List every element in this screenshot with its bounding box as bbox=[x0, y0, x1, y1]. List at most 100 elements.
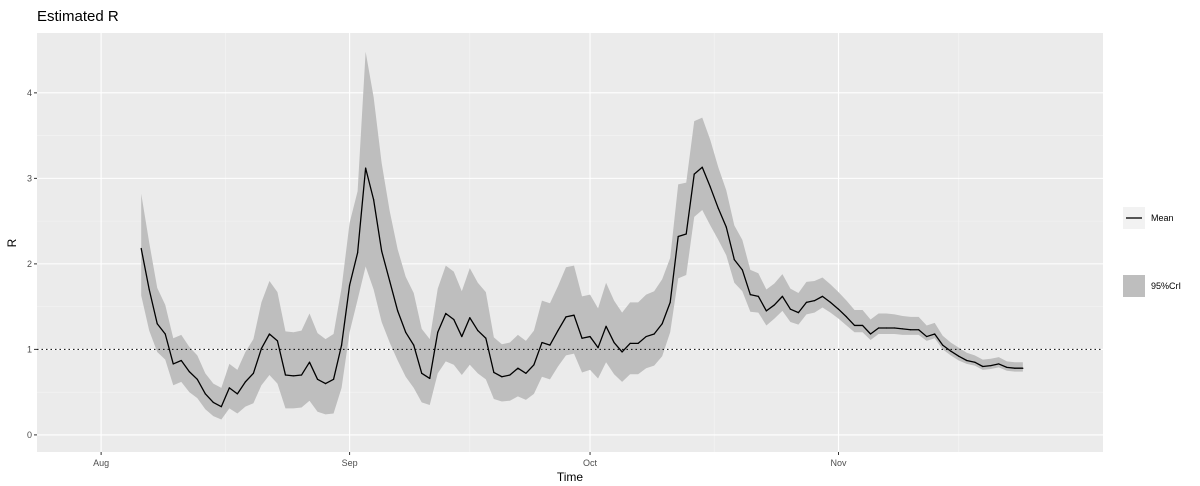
mean-point bbox=[212, 401, 214, 403]
mean-point bbox=[693, 173, 695, 175]
mean-point bbox=[910, 329, 912, 331]
credible-interval-band bbox=[141, 51, 1023, 420]
mean-point bbox=[773, 304, 775, 306]
mean-point bbox=[1022, 367, 1024, 369]
mean-point bbox=[813, 300, 816, 302]
mean-point bbox=[228, 387, 230, 389]
mean-point bbox=[437, 331, 439, 333]
mean-point bbox=[789, 308, 792, 310]
mean-point bbox=[821, 295, 824, 297]
y-tick-label: 3 bbox=[27, 173, 32, 183]
mean-point bbox=[589, 335, 591, 338]
mean-point bbox=[348, 284, 351, 286]
x-axis: Aug Sep Oct Nov bbox=[93, 452, 847, 468]
mean-point bbox=[276, 340, 279, 342]
mean-point bbox=[316, 378, 319, 380]
mean-point bbox=[453, 318, 455, 321]
mean-point bbox=[733, 259, 735, 261]
legend: Mean 95%CrI bbox=[1123, 207, 1181, 297]
y-axis-title: R bbox=[5, 238, 19, 247]
mean-point bbox=[685, 233, 687, 235]
mean-point bbox=[156, 323, 158, 325]
credible-band-layer bbox=[141, 51, 1023, 420]
y-axis: 0 1 2 3 4 bbox=[27, 88, 37, 440]
mean-point bbox=[324, 382, 327, 385]
y-tick-label: 1 bbox=[27, 344, 32, 354]
mean-point bbox=[950, 350, 952, 352]
mean-point bbox=[541, 341, 543, 344]
mean-point bbox=[717, 207, 719, 209]
mean-point bbox=[902, 328, 904, 330]
mean-point bbox=[573, 314, 575, 316]
mean-point bbox=[236, 393, 238, 395]
mean-point bbox=[990, 365, 992, 367]
mean-point bbox=[749, 294, 751, 296]
mean-point bbox=[958, 355, 960, 357]
mean-point bbox=[188, 371, 190, 373]
mean-point bbox=[629, 342, 631, 344]
mean-point bbox=[653, 333, 655, 335]
mean-point bbox=[557, 329, 559, 332]
x-tick-label: Aug bbox=[93, 458, 109, 468]
mean-point bbox=[220, 406, 222, 408]
mean-point bbox=[781, 295, 784, 297]
chart-title: Estimated R bbox=[37, 8, 119, 25]
mean-point bbox=[204, 393, 206, 395]
mean-point bbox=[709, 186, 711, 188]
mean-point bbox=[845, 316, 848, 318]
mean-point bbox=[645, 335, 647, 338]
mean-point bbox=[397, 310, 399, 312]
mean-point bbox=[196, 378, 198, 380]
mean-point bbox=[869, 333, 872, 335]
mean-point bbox=[365, 167, 367, 169]
mean-point bbox=[1006, 366, 1008, 368]
mean-point bbox=[677, 235, 679, 238]
mean-point bbox=[829, 301, 832, 303]
plot-panel bbox=[37, 33, 1103, 452]
mean-point bbox=[853, 324, 856, 327]
mean-point bbox=[757, 295, 759, 297]
mean-point bbox=[621, 351, 623, 353]
mean-point bbox=[517, 367, 519, 369]
legend-band-swatch bbox=[1123, 275, 1145, 297]
mean-point bbox=[485, 337, 487, 339]
mean-point bbox=[613, 341, 615, 344]
x-tick-label: Nov bbox=[830, 458, 847, 468]
mean-point bbox=[926, 335, 928, 338]
mean-point bbox=[308, 361, 311, 363]
mean-point bbox=[894, 327, 896, 329]
mean-point bbox=[340, 344, 343, 346]
mean-point bbox=[268, 333, 271, 335]
mean-point bbox=[429, 377, 431, 380]
mean-point bbox=[421, 372, 423, 374]
mean-point bbox=[172, 363, 174, 365]
mean-point bbox=[605, 325, 607, 327]
legend-label-band: 95%CrI bbox=[1151, 281, 1181, 291]
mean-point bbox=[797, 312, 800, 314]
mean-point bbox=[140, 247, 142, 250]
mean-point bbox=[477, 329, 479, 332]
mean-point bbox=[885, 327, 888, 329]
mean-point bbox=[405, 331, 407, 333]
mean-point bbox=[942, 344, 944, 346]
mean-point bbox=[493, 371, 495, 374]
mean-point bbox=[918, 329, 920, 331]
mean-point bbox=[509, 374, 511, 376]
legend-label-mean: Mean bbox=[1151, 213, 1174, 223]
mean-point bbox=[180, 359, 182, 362]
mean-point bbox=[148, 288, 150, 291]
mean-point bbox=[164, 333, 166, 335]
y-tick-label: 0 bbox=[27, 430, 32, 440]
y-tick-label: 2 bbox=[27, 259, 32, 269]
mean-point bbox=[661, 323, 663, 325]
mean-point bbox=[701, 166, 703, 168]
mean-point bbox=[934, 333, 936, 335]
mean-point bbox=[300, 374, 303, 376]
mean-point bbox=[373, 199, 375, 201]
mean-point bbox=[565, 316, 567, 318]
mean-point bbox=[501, 376, 503, 378]
mean-point bbox=[252, 372, 255, 374]
mean-point bbox=[381, 250, 383, 252]
mean-point bbox=[413, 344, 415, 346]
mean-point bbox=[469, 317, 471, 319]
